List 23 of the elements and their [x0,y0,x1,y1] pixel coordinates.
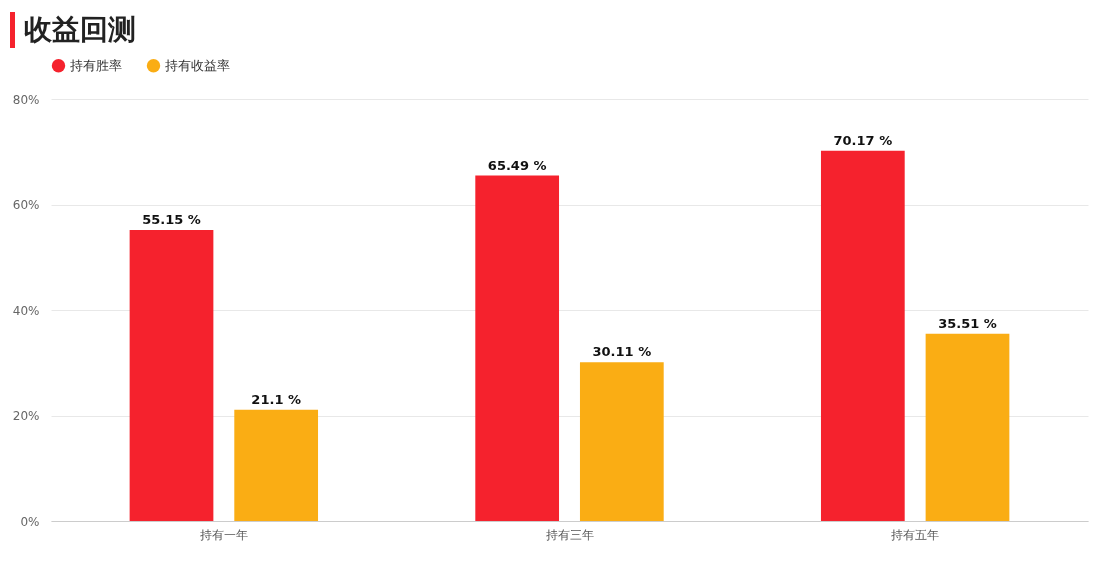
data-label: 65.49 % [487,157,547,173]
legend-label: 持有胜率 [70,57,122,73]
data-label: 30.11 % [592,344,652,360]
x-tick-label: 持有三年 [545,527,594,542]
bar [579,362,664,521]
bar [234,409,319,521]
bar [129,230,214,521]
y-tick-label: 40% [12,303,40,318]
bar [820,150,905,521]
data-label: 70.17 % [833,132,893,148]
y-tick-label: 60% [12,198,40,212]
data-label: 35.51 % [938,315,997,331]
y-tick-label: 0% [20,514,40,529]
bar [925,333,1010,521]
chart-title: 收益回测 [24,12,136,48]
legend-label: 持有收益率 [165,57,230,73]
data-label: 21.1 % [251,391,301,407]
y-tick-label: 80% [12,92,40,107]
x-tick-label: 持有五年 [891,527,940,542]
y-tick-label: 20% [12,409,40,423]
x-tick-label: 持有一年 [199,527,248,542]
bar [475,175,560,521]
data-label: 55.15 % [142,212,201,228]
